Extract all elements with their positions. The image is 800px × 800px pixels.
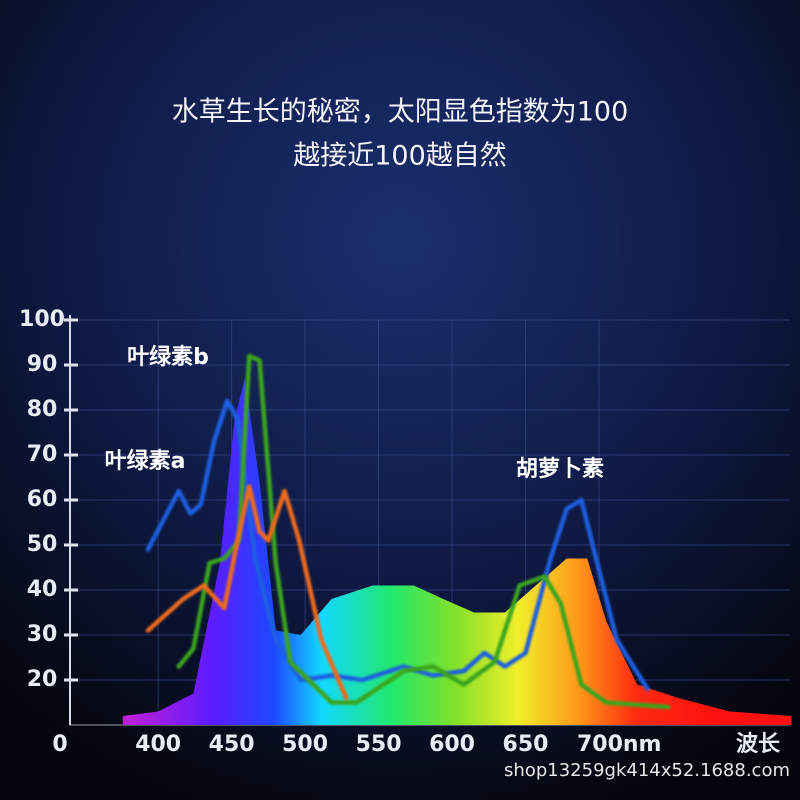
annotation: 叶绿素a bbox=[105, 448, 186, 474]
y-tick-label: 70 bbox=[27, 442, 58, 467]
y-tick-label: 80 bbox=[27, 397, 58, 422]
spectrum-area bbox=[122, 378, 792, 725]
watermark: shop13259gk414x52.1688.com bbox=[504, 760, 790, 781]
y-tick-label: 50 bbox=[27, 532, 58, 557]
x-tick-label: 700nm bbox=[577, 732, 662, 757]
subtitle: 越接近100越自然 bbox=[293, 141, 507, 172]
y-tick-label: 100 bbox=[19, 307, 65, 332]
y-tick-label: 90 bbox=[27, 352, 58, 377]
annotation: 胡萝卜素 bbox=[516, 456, 604, 482]
annotation: 叶绿素b bbox=[127, 344, 209, 370]
title: 水草生长的秘密，太阳显色指数为100 bbox=[172, 97, 629, 128]
x-tick-label: 650 bbox=[503, 732, 549, 757]
series-line bbox=[145, 484, 349, 701]
x-tick-label: 550 bbox=[356, 732, 402, 757]
origin-label: 0 bbox=[52, 732, 67, 757]
y-tick-label: 60 bbox=[27, 487, 58, 512]
x-tick-label: 450 bbox=[209, 732, 255, 757]
y-tick-label: 40 bbox=[27, 577, 58, 602]
x-tick-label: 400 bbox=[135, 732, 181, 757]
y-tick-label: 20 bbox=[27, 667, 58, 692]
series-line bbox=[176, 353, 671, 710]
x-axis-label: 波长 bbox=[736, 732, 781, 757]
y-tick-label: 30 bbox=[27, 622, 58, 647]
x-tick-label: 500 bbox=[282, 732, 328, 757]
series-line bbox=[145, 398, 650, 692]
x-tick-label: 600 bbox=[429, 732, 475, 757]
